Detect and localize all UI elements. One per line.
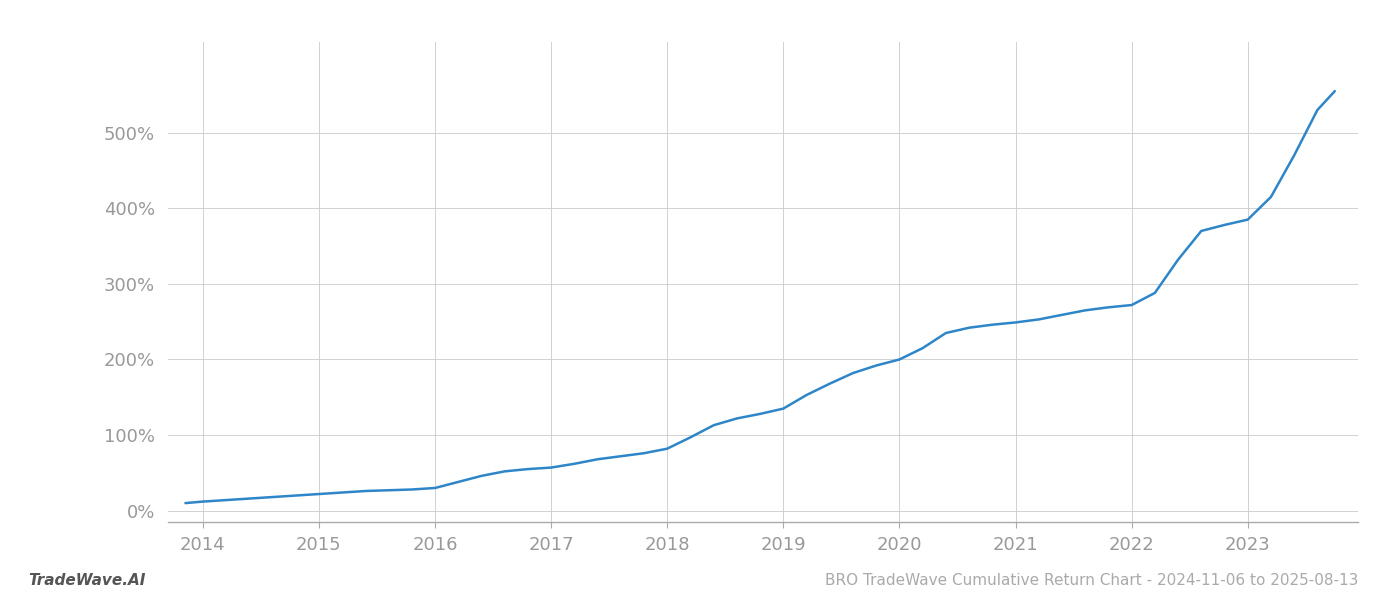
Text: BRO TradeWave Cumulative Return Chart - 2024-11-06 to 2025-08-13: BRO TradeWave Cumulative Return Chart - … xyxy=(825,573,1358,588)
Text: TradeWave.AI: TradeWave.AI xyxy=(28,573,146,588)
